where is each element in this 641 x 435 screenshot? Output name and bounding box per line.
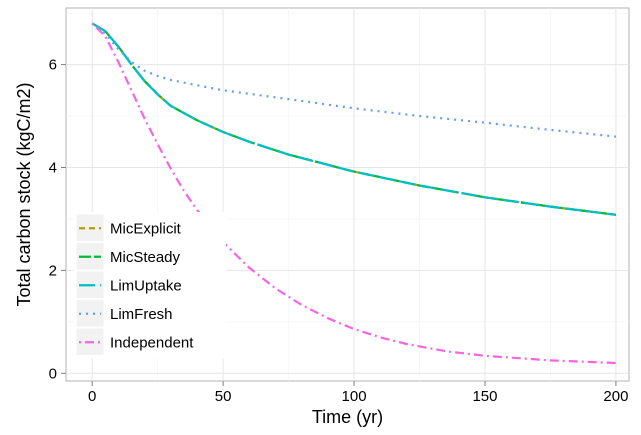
x-tick-label: 150 xyxy=(472,388,497,405)
y-tick-label: 4 xyxy=(49,159,57,176)
y-tick-label: 6 xyxy=(49,57,57,74)
y-axis-title: Total carbon stock (kgC/m2) xyxy=(14,82,34,306)
legend-label-limuptake: LimUptake xyxy=(110,277,182,294)
x-tick-label: 0 xyxy=(88,388,96,405)
y-axis-ticks: 0 2 4 6 xyxy=(49,57,66,382)
x-tick-label: 50 xyxy=(215,388,232,405)
series-line-limuptake xyxy=(91,22,617,216)
legend-label-micexplicit: MicExplicit xyxy=(110,220,182,237)
series-line-limfresh xyxy=(91,22,617,138)
series-layer xyxy=(91,22,617,365)
x-tick-label: 100 xyxy=(342,388,367,405)
legend-label-micsteady: MicSteady xyxy=(110,249,181,266)
legend: MicExplicit MicSteady LimUptake LimFresh Ind… xyxy=(74,212,226,359)
x-tick-label: 200 xyxy=(603,388,628,405)
legend-label-limfresh: LimFresh xyxy=(110,306,173,323)
x-axis-ticks: 0 50 100 150 200 xyxy=(88,381,628,405)
x-axis-title: Time (yr) xyxy=(312,407,383,427)
series-line-independent xyxy=(91,22,616,365)
legend-label-independent: Independent xyxy=(110,334,194,351)
y-tick-label: 2 xyxy=(49,262,57,279)
y-tick-label: 0 xyxy=(49,365,57,382)
